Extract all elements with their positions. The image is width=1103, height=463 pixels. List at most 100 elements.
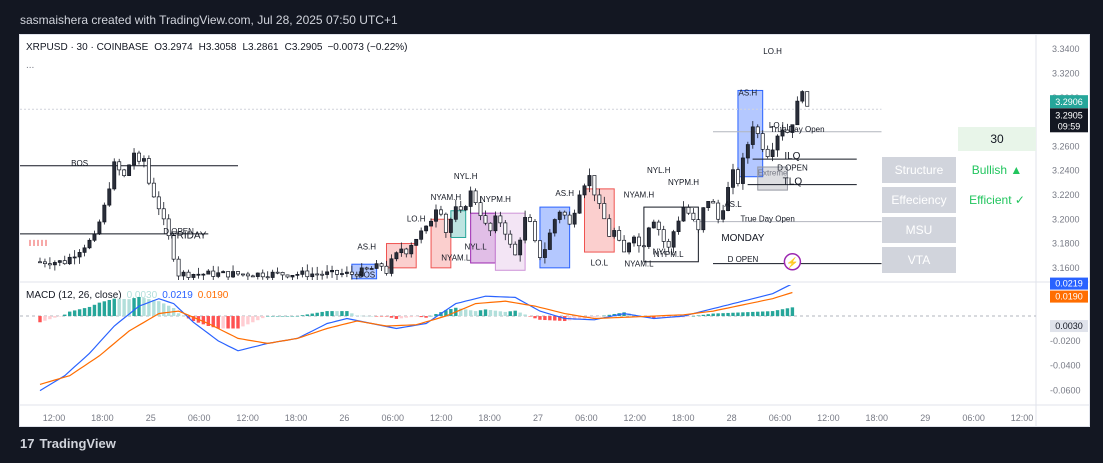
legend-part: −0.0073 (−0.22%) — [327, 42, 407, 53]
candle-body — [691, 212, 696, 220]
candle-body — [453, 206, 458, 220]
chart-annotation: ILQ — [784, 151, 800, 162]
candle-body — [245, 273, 250, 277]
candle-body — [448, 218, 453, 233]
candle-body — [335, 270, 339, 275]
macd-histogram-bar — [216, 316, 220, 329]
time-axis-tick: 18:00 — [672, 413, 695, 423]
macd-histogram-bar — [58, 316, 62, 317]
candle-body — [790, 124, 795, 133]
chart-annotation: NYAM.L — [624, 260, 654, 269]
candle-body — [632, 236, 636, 244]
macd-histogram-bar — [251, 316, 255, 323]
macd-histogram-bar — [444, 310, 448, 317]
candle-body — [231, 271, 235, 278]
price-axis-tick: 3.1600 — [1052, 263, 1080, 273]
macd-histogram-bar — [345, 311, 349, 317]
macd-histogram-bar — [607, 314, 611, 317]
candle-body — [686, 207, 691, 214]
candle-body — [597, 194, 602, 204]
macd-histogram-bar — [548, 316, 552, 321]
candle-body — [226, 271, 231, 278]
candle-body — [537, 240, 542, 258]
macd-histogram-bar — [211, 316, 215, 328]
candle-body — [770, 149, 775, 157]
time-axis-tick: 12:00 — [624, 413, 647, 423]
candle-body — [547, 232, 552, 250]
macd-histogram-bar — [275, 316, 280, 317]
session-zone — [470, 212, 496, 264]
candle-body — [211, 270, 216, 277]
time-axis-tick: 25 — [146, 413, 156, 423]
candle-body — [775, 135, 780, 151]
macd-histogram-bar — [167, 305, 171, 317]
time-axis-tick: 06:00 — [188, 413, 211, 423]
macd-histogram-bar — [538, 316, 542, 320]
candle-body — [636, 236, 641, 247]
session-zone — [539, 206, 571, 269]
macd-histogram-bar — [340, 311, 344, 317]
price-axis-tick: 3.2200 — [1052, 190, 1080, 200]
session-zone — [450, 210, 467, 238]
macd-histogram-bar — [142, 298, 146, 317]
candle-body — [255, 272, 260, 277]
candle-body — [77, 252, 82, 258]
chart-annotation: BOS — [71, 159, 88, 168]
macd-histogram-bar — [53, 316, 57, 318]
candle-body — [62, 260, 67, 265]
candle-body — [735, 169, 740, 184]
chart-annotation: BOS — [358, 271, 375, 280]
candle-body — [493, 215, 498, 232]
macd-histogram-bar — [662, 316, 666, 319]
candle-body — [731, 169, 735, 188]
chart-canvas[interactable]: 3.34003.32003.30003.28003.26003.24003.22… — [20, 35, 1090, 427]
macd-histogram-bar — [493, 310, 498, 317]
macd-histogram-bar — [350, 313, 354, 317]
candle-body — [340, 273, 344, 275]
macd-histogram-bar — [295, 316, 300, 317]
current-price-badge — [1050, 108, 1088, 133]
macd-histogram-bar — [320, 311, 324, 317]
candle-body — [191, 274, 196, 278]
candle-body — [701, 207, 706, 231]
chart-annotation: AS.H — [739, 88, 758, 97]
dashboard-row-label: Structure — [895, 163, 944, 177]
macd-histogram-bar — [543, 316, 547, 321]
tradingview-footer: 17 TradingView — [20, 436, 116, 451]
candle-body — [542, 249, 547, 258]
candle-body — [409, 245, 414, 255]
macd-histogram-bar — [592, 316, 597, 318]
price-axis-tick: 3.2600 — [1052, 141, 1080, 151]
candle-countdown: 09:59 — [1058, 121, 1081, 131]
legend-part: 3.2974 — [162, 42, 193, 53]
chart-annotation: True Day Open — [740, 215, 794, 224]
candle-body — [374, 263, 379, 269]
macd-histogram-bar — [246, 316, 250, 325]
candle-body — [107, 188, 112, 206]
attribution-text: sasmaishera created with TradingView.com… — [20, 13, 398, 27]
macd-histogram-bar — [43, 316, 47, 321]
candle-body — [592, 175, 597, 196]
macd-histogram-bar — [191, 316, 196, 322]
chart-annotation: NYL.L — [464, 243, 487, 252]
signal-line — [39, 291, 793, 385]
dashboard-row-label: Effeciency — [891, 193, 946, 207]
chart-panel[interactable]: 3.34003.32003.30003.28003.26003.24003.22… — [19, 34, 1090, 427]
candle-body — [676, 220, 681, 233]
candle-body — [82, 247, 87, 253]
candle-body — [513, 243, 518, 256]
candle-body — [656, 221, 661, 230]
candle-body — [572, 212, 577, 225]
macd-histogram-bar — [384, 316, 389, 317]
macd-histogram-bar — [310, 313, 314, 317]
timeframe-value: 30 — [990, 132, 1004, 146]
candle-body — [463, 206, 468, 211]
macd-histogram-bar — [181, 315, 186, 317]
candle-body — [206, 270, 211, 275]
macd-histogram-bar — [414, 316, 418, 317]
time-axis-tick: 06:00 — [769, 413, 792, 423]
macd-histogram-bar — [513, 310, 517, 317]
macd-axis-tick: -0.0600 — [1050, 386, 1081, 396]
macd-histogram-bar — [176, 313, 181, 317]
candle-body — [473, 190, 478, 204]
